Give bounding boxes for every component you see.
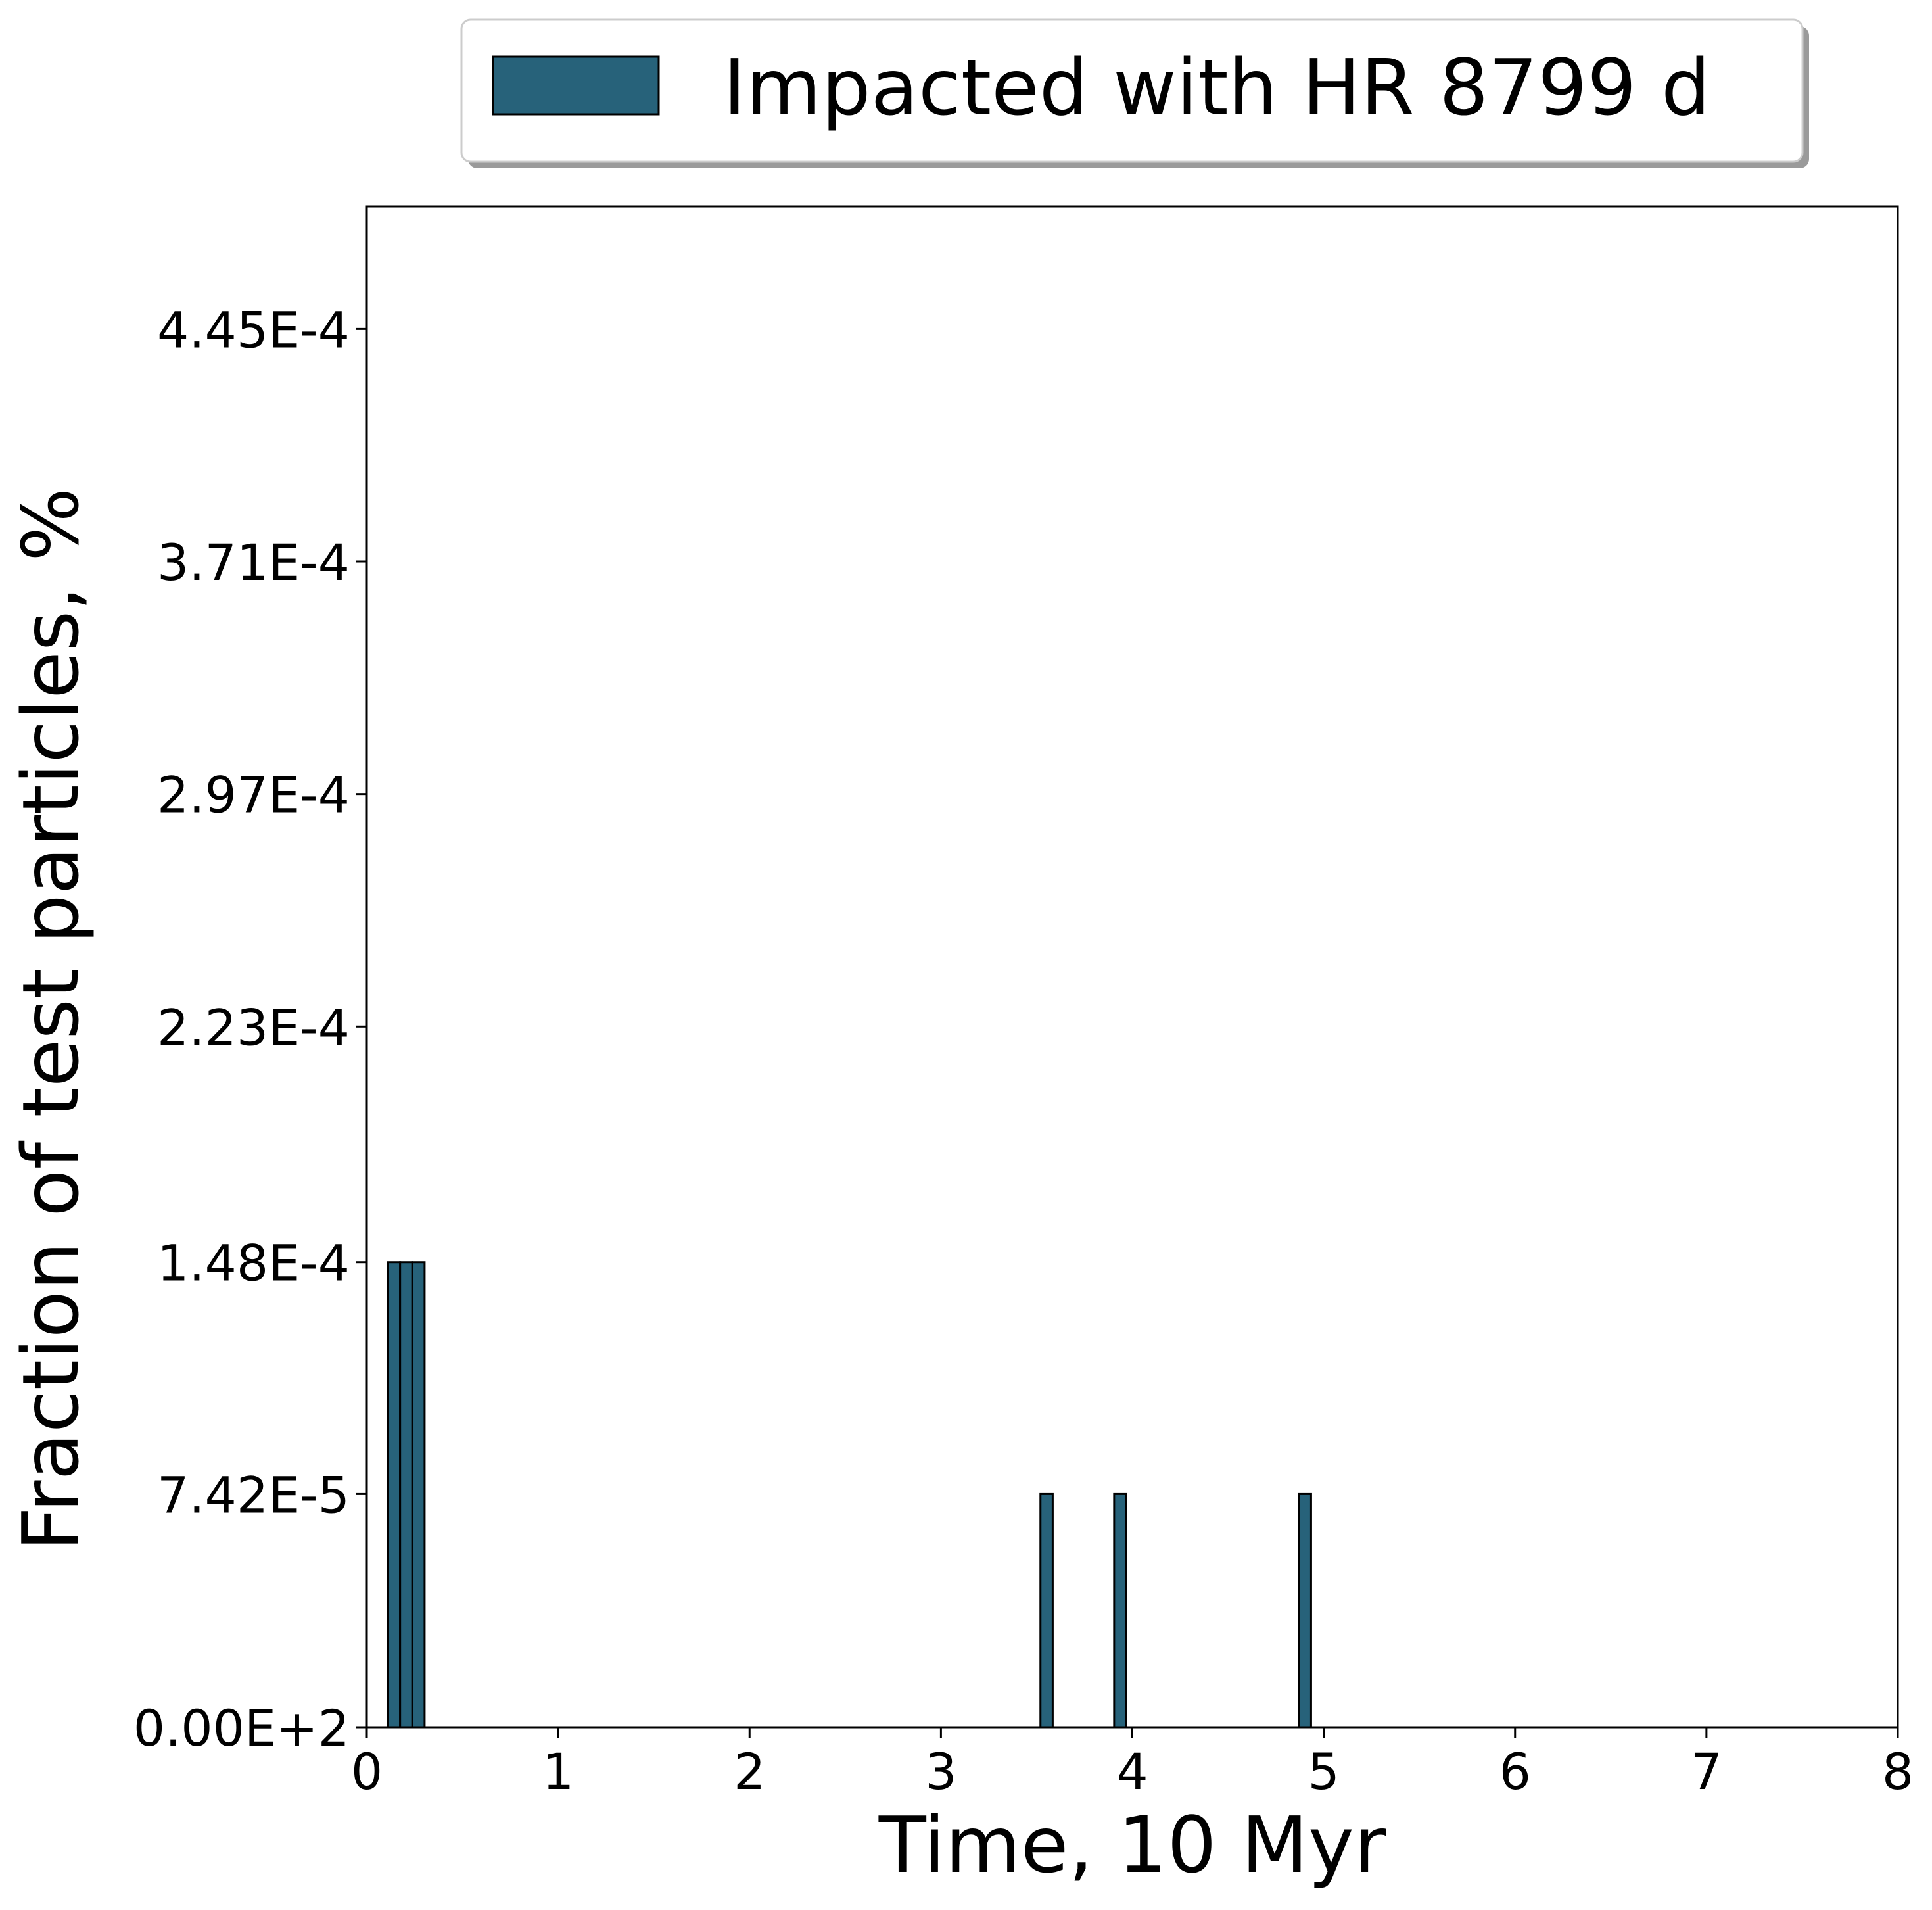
x-tick-label: 8 bbox=[1882, 1742, 1914, 1801]
legend-box bbox=[460, 18, 1804, 163]
histogram-bar bbox=[1039, 1492, 1054, 1729]
y-axis-ticks: 0.00E+2 7.42E-5 1.48E-4 2.23E-4 2.97E-4 3.71E… bbox=[133, 300, 367, 1757]
histogram-bar bbox=[1113, 1492, 1127, 1729]
legend: Impacted with HR 8799 d bbox=[460, 18, 1809, 168]
x-tick-label: 6 bbox=[1499, 1742, 1531, 1801]
x-axis-ticks: 0 1 2 3 4 5 6 7 8 bbox=[351, 1727, 1914, 1801]
x-tick-label: 5 bbox=[1308, 1742, 1339, 1801]
legend-entry-label: Impacted with HR 8799 d bbox=[723, 42, 1710, 133]
x-tick-label: 7 bbox=[1691, 1742, 1722, 1801]
y-tick-label: 0.00E+2 bbox=[133, 1699, 350, 1757]
x-tick-label: 3 bbox=[925, 1742, 956, 1801]
y-tick-label: 2.97E-4 bbox=[157, 766, 350, 824]
histogram-bar bbox=[411, 1261, 426, 1729]
x-tick-label: 0 bbox=[351, 1742, 383, 1801]
x-tick-label: 4 bbox=[1116, 1742, 1148, 1801]
y-tick-label: 1.48E-4 bbox=[157, 1234, 350, 1293]
histogram-bar bbox=[399, 1261, 413, 1729]
histogram-bar bbox=[387, 1261, 402, 1729]
y-tick-label: 4.45E-4 bbox=[157, 300, 350, 359]
y-tick-label: 3.71E-4 bbox=[157, 533, 350, 592]
y-tick-label: 2.23E-4 bbox=[157, 998, 350, 1057]
x-axis-label: Time, 10 Myr bbox=[878, 1800, 1386, 1890]
y-axis-label: Fraction of test particles, % bbox=[5, 488, 96, 1552]
histogram-bar bbox=[1298, 1492, 1312, 1729]
x-tick-label: 2 bbox=[734, 1742, 765, 1801]
legend-swatch bbox=[492, 55, 660, 116]
x-tick-label: 1 bbox=[542, 1742, 574, 1801]
bars-layer bbox=[387, 1261, 1312, 1729]
y-tick-label: 7.42E-5 bbox=[157, 1466, 350, 1524]
